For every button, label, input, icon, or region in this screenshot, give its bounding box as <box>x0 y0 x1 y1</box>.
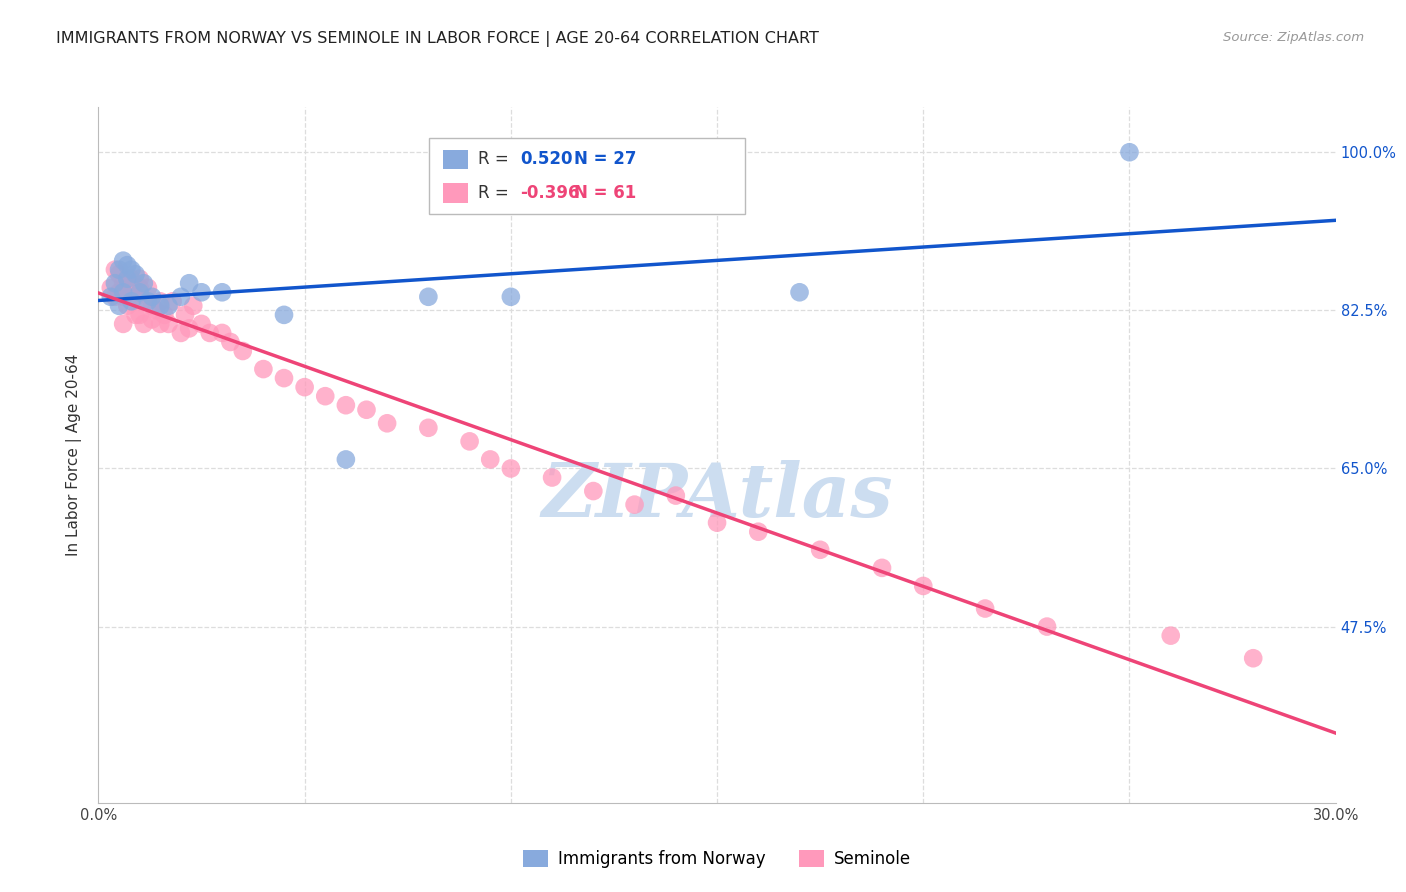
Text: N = 61: N = 61 <box>574 184 636 202</box>
Point <box>665 489 688 503</box>
Point <box>149 299 172 313</box>
Point <box>232 344 254 359</box>
Point <box>141 290 163 304</box>
Point <box>120 294 142 309</box>
Point <box>141 299 163 313</box>
Point <box>294 380 316 394</box>
Point <box>149 294 172 309</box>
Text: R =: R = <box>478 184 515 202</box>
Point <box>136 294 159 309</box>
Point <box>582 484 605 499</box>
Text: IMMIGRANTS FROM NORWAY VS SEMINOLE IN LABOR FORCE | AGE 20-64 CORRELATION CHART: IMMIGRANTS FROM NORWAY VS SEMINOLE IN LA… <box>56 31 820 47</box>
Point <box>211 326 233 340</box>
Point <box>132 317 155 331</box>
Point <box>112 253 135 268</box>
Point <box>747 524 769 539</box>
Point <box>375 417 398 431</box>
Point <box>974 601 997 615</box>
Point <box>108 262 131 277</box>
Point <box>128 285 150 300</box>
Point <box>179 321 201 335</box>
Point <box>120 262 142 277</box>
Text: N = 27: N = 27 <box>574 151 636 169</box>
Point <box>132 294 155 309</box>
Point <box>108 285 131 300</box>
Point <box>108 299 131 313</box>
Point <box>117 271 139 285</box>
Point <box>132 277 155 291</box>
Point <box>1241 651 1264 665</box>
Point <box>314 389 336 403</box>
Point <box>100 290 122 304</box>
Point <box>157 317 180 331</box>
Text: -0.396: -0.396 <box>520 184 579 202</box>
Point <box>198 326 221 340</box>
Point <box>356 402 378 417</box>
Point <box>104 262 127 277</box>
Point <box>124 308 146 322</box>
Point <box>870 561 893 575</box>
Point <box>499 461 522 475</box>
Point <box>170 326 193 340</box>
Point <box>479 452 502 467</box>
Point <box>912 579 935 593</box>
Legend: Immigrants from Norway, Seminole: Immigrants from Norway, Seminole <box>516 843 918 874</box>
Point <box>499 290 522 304</box>
Text: R =: R = <box>478 151 515 169</box>
Point <box>181 299 204 313</box>
Point <box>273 308 295 322</box>
Point <box>100 281 122 295</box>
Point <box>120 271 142 285</box>
Point <box>104 290 127 304</box>
Point <box>418 290 440 304</box>
Point <box>219 334 242 349</box>
Point <box>112 285 135 300</box>
Text: Source: ZipAtlas.com: Source: ZipAtlas.com <box>1223 31 1364 45</box>
Point <box>273 371 295 385</box>
Point <box>418 421 440 435</box>
Point <box>170 290 193 304</box>
Point <box>141 312 163 326</box>
Point <box>108 267 131 281</box>
Point <box>112 290 135 304</box>
Point <box>190 317 212 331</box>
Point <box>789 285 811 300</box>
Point <box>117 258 139 272</box>
Point <box>706 516 728 530</box>
Point <box>128 308 150 322</box>
Point <box>153 308 176 322</box>
Point <box>458 434 481 449</box>
Point <box>128 271 150 285</box>
Point <box>1118 145 1140 160</box>
Point <box>808 542 831 557</box>
Point <box>335 452 357 467</box>
Point <box>104 277 127 291</box>
Point <box>117 299 139 313</box>
Y-axis label: In Labor Force | Age 20-64: In Labor Force | Age 20-64 <box>66 354 83 556</box>
Point <box>120 285 142 300</box>
Point <box>145 303 167 318</box>
Point <box>623 498 645 512</box>
Point <box>136 281 159 295</box>
Point <box>335 398 357 412</box>
Point <box>190 285 212 300</box>
Point <box>541 470 564 484</box>
Point <box>211 285 233 300</box>
Point <box>162 294 184 309</box>
Point <box>157 299 180 313</box>
Text: ZIPAtlas: ZIPAtlas <box>541 460 893 533</box>
Point <box>117 277 139 291</box>
Point <box>124 290 146 304</box>
Point <box>112 277 135 291</box>
Point <box>1036 619 1059 633</box>
Point <box>128 281 150 295</box>
Point <box>174 308 197 322</box>
Point <box>112 317 135 331</box>
Point <box>124 267 146 281</box>
Text: 0.520: 0.520 <box>520 151 572 169</box>
Point <box>179 277 201 291</box>
Point <box>252 362 274 376</box>
Point <box>1160 629 1182 643</box>
Point <box>149 317 172 331</box>
